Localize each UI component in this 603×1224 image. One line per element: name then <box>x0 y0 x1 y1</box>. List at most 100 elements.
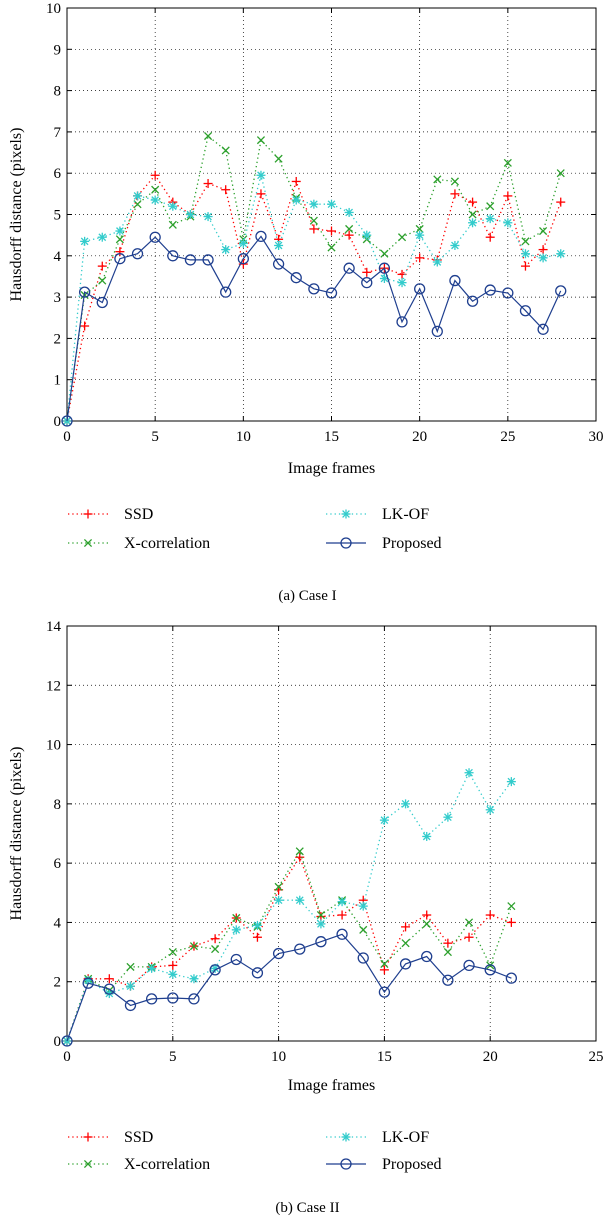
data-point <box>336 928 348 940</box>
series-line <box>66 174 562 422</box>
marker-circle <box>421 950 433 963</box>
legend-label: LK-OF <box>382 506 429 523</box>
marker-circle <box>220 286 232 298</box>
y-tick-label: 12 <box>46 678 61 694</box>
data-point <box>309 216 318 225</box>
gridlines <box>67 8 596 421</box>
y-tick-label: 2 <box>54 331 62 347</box>
data-point <box>378 986 391 998</box>
data-point <box>358 901 368 911</box>
legend-label: Proposed <box>382 1156 442 1173</box>
data-point <box>327 226 336 236</box>
data-point <box>415 253 425 263</box>
marker-stroke <box>168 202 177 211</box>
data-point <box>484 284 496 296</box>
data-point <box>485 805 495 815</box>
series-line <box>66 933 512 1042</box>
data-point <box>230 953 242 966</box>
series-lk-of <box>62 768 516 1046</box>
data-point <box>204 131 213 141</box>
data-point <box>464 918 474 927</box>
data-point <box>295 852 305 862</box>
marker-circle <box>502 287 514 299</box>
marker-circle <box>414 283 426 295</box>
marker-stroke <box>274 882 283 891</box>
data-point <box>485 232 495 242</box>
data-point <box>357 952 369 964</box>
series-lk-of <box>62 170 566 426</box>
data-point <box>103 983 115 995</box>
data-point <box>291 195 301 205</box>
data-point <box>291 176 301 186</box>
marker-circle <box>396 316 408 328</box>
marker-circle <box>230 953 242 966</box>
marker-stroke <box>295 896 304 905</box>
series-line <box>66 175 561 422</box>
data-point <box>80 321 90 331</box>
data-point <box>520 249 530 259</box>
marker-circle <box>167 992 179 1004</box>
data-point <box>506 777 516 787</box>
marker-stroke <box>345 224 354 234</box>
data-point <box>325 287 338 299</box>
marker-circle <box>255 230 267 243</box>
marker-circle <box>442 974 454 986</box>
marker-stroke <box>468 210 477 219</box>
data-point <box>464 768 474 778</box>
marker-circle <box>202 254 214 266</box>
data-point <box>502 287 514 299</box>
data-point <box>308 283 320 295</box>
series-ssd <box>62 852 516 1046</box>
marker-stroke <box>232 913 241 923</box>
data-point <box>184 254 197 266</box>
marker-stroke <box>189 942 199 951</box>
marker-circle <box>449 274 461 287</box>
data-point <box>210 934 220 944</box>
data-point <box>556 169 565 178</box>
marker-stroke <box>521 237 530 246</box>
data-point <box>203 179 213 189</box>
y-tick-label: 4 <box>54 249 62 265</box>
marker-stroke <box>295 847 304 856</box>
marker-circle <box>188 993 200 1005</box>
data-point <box>484 964 496 976</box>
legend-entry: Proposed <box>326 535 442 552</box>
data-point <box>344 207 354 217</box>
data-point <box>519 305 532 317</box>
marker-circle <box>308 283 320 295</box>
marker-stroke <box>422 919 431 928</box>
marker-circle <box>340 537 352 549</box>
marker-circle <box>537 323 549 335</box>
marker-circle <box>131 248 144 260</box>
marker-stroke <box>450 177 459 186</box>
marker-stroke <box>256 136 266 145</box>
marker-stroke <box>422 832 431 841</box>
data-point <box>294 943 306 955</box>
legend-marker <box>83 1159 93 1169</box>
series-line <box>66 134 562 422</box>
marker-stroke <box>115 235 124 244</box>
x-tick-label: 5 <box>151 429 159 445</box>
marker-circle <box>519 305 532 317</box>
marker-stroke <box>168 220 177 229</box>
data-point <box>337 910 347 920</box>
data-point <box>188 993 200 1005</box>
marker-circle <box>96 296 108 309</box>
data-point <box>315 936 327 948</box>
figure-caption: (a) Case I <box>278 588 336 604</box>
data-point <box>96 296 108 309</box>
x-tick-label: 20 <box>483 1049 498 1065</box>
marker-stroke <box>232 925 241 934</box>
marker-stroke <box>359 925 368 934</box>
y-tick-label: 0 <box>54 414 62 430</box>
gridlines <box>67 626 596 1041</box>
data-point <box>97 232 107 242</box>
data-point <box>168 969 178 979</box>
y-tick-label: 0 <box>54 1034 62 1050</box>
marker-stroke <box>83 1159 93 1169</box>
data-point <box>211 945 220 954</box>
x-tick-label: 10 <box>271 1049 286 1065</box>
x-tick-label: 10 <box>236 429 251 445</box>
data-point <box>401 799 411 809</box>
legend-label: X-correlation <box>124 535 210 552</box>
